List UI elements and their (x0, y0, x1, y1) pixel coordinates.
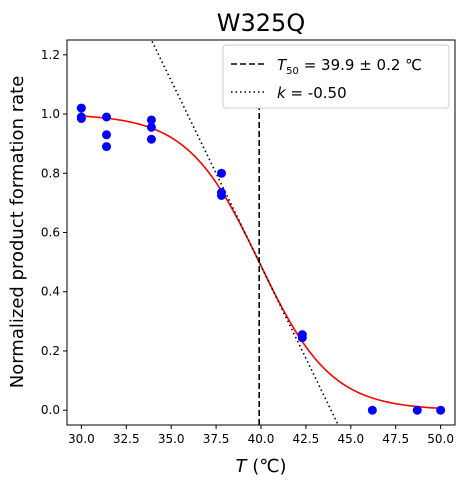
x-tick-label: 30.0 (68, 432, 95, 446)
chart-title: W325Q (217, 9, 305, 37)
data-point (146, 134, 156, 144)
y-tick-label: 0.0 (41, 403, 60, 417)
data-point (412, 405, 422, 415)
y-tick-label: 1.0 (41, 107, 60, 121)
data-point (146, 115, 156, 125)
y-tick-label: 0.2 (41, 344, 60, 358)
series-layer (76, 40, 446, 425)
data-point (76, 113, 86, 123)
data-point (102, 112, 112, 122)
data-points (76, 103, 446, 415)
fit-curve (81, 115, 441, 410)
data-point (367, 405, 377, 415)
x-tick-label: 37.5 (203, 432, 230, 446)
x-tick-label: 40.0 (248, 432, 275, 446)
data-point (436, 405, 446, 415)
y-axis-label: Normalized product formation rate (7, 76, 28, 389)
y-tick-label: 0.8 (41, 166, 60, 180)
data-point (102, 130, 112, 140)
legend-t50-label: T50 = 39.9 ± 0.2 ℃ (277, 56, 422, 77)
legend-k-label: k = -0.50 (277, 84, 347, 102)
x-tick-label: 47.5 (382, 432, 409, 446)
data-point (146, 122, 156, 132)
x-tick-label: 32.5 (113, 432, 140, 446)
y-tick-label: 0.4 (41, 285, 60, 299)
y-tick-label: 0.6 (41, 226, 60, 240)
y-axis-ticks: 0.0 0.2 0.4 0.6 0.8 1.0 1.2 (41, 48, 67, 417)
data-point (297, 333, 307, 343)
data-point (216, 190, 226, 200)
x-tick-label: 42.5 (293, 432, 320, 446)
y-tick-label: 1.2 (41, 48, 60, 62)
data-point (216, 168, 226, 178)
x-axis-ticks: 30.0 32.5 35.0 37.5 40.0 42.5 45.0 47.5 50.0 (68, 425, 454, 446)
x-axis-label: T (℃) (236, 456, 287, 477)
legend-box (222, 44, 450, 109)
x-axis-label-unit: (℃) (252, 456, 286, 477)
x-tick-label: 50.0 (427, 432, 454, 446)
data-point (102, 142, 112, 152)
x-tick-label: 45.0 (337, 432, 364, 446)
x-axis-label-symbol: T (236, 456, 249, 477)
legend: T50 = 39.9 ± 0.2 ℃ k = -0.50 (222, 44, 450, 109)
data-point (76, 103, 86, 113)
x-tick-label: 35.0 (158, 432, 185, 446)
